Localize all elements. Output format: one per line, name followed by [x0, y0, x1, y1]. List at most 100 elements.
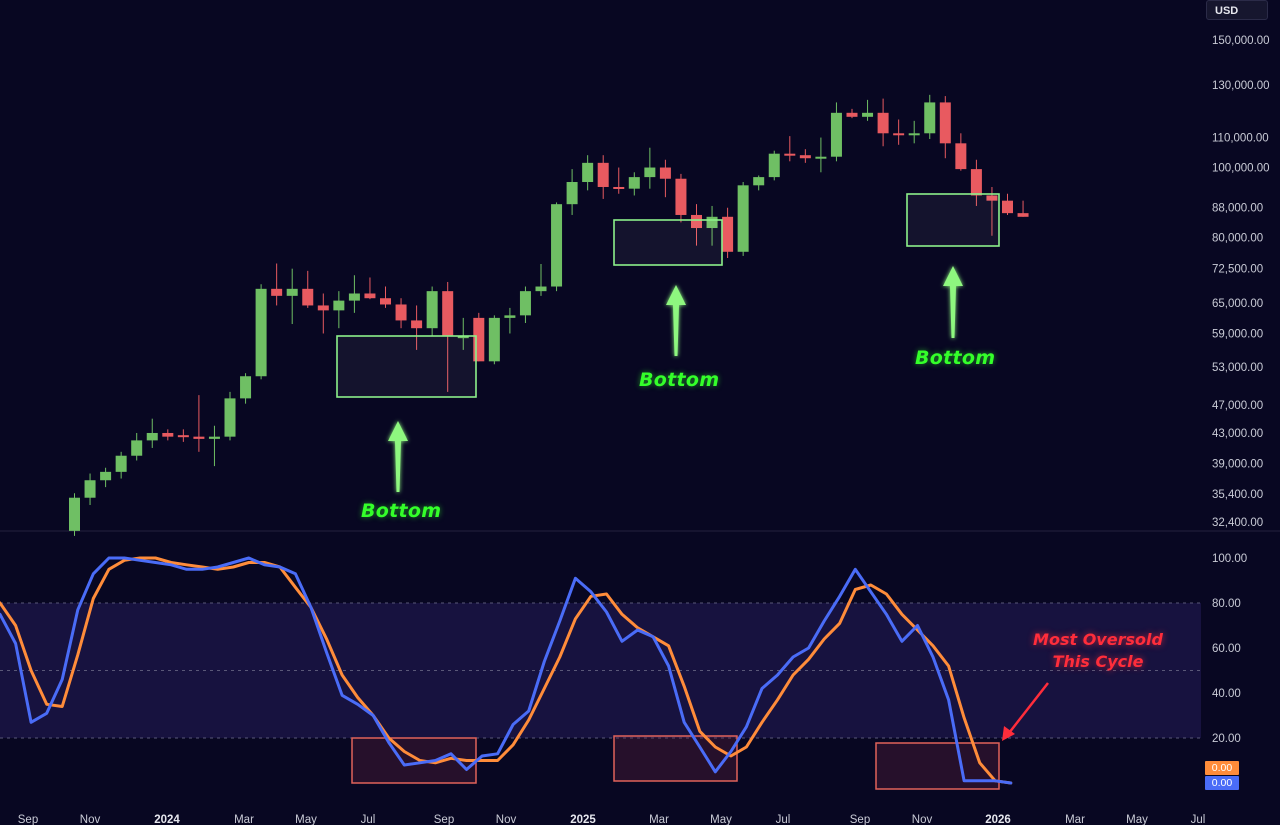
candle-body [504, 315, 516, 318]
candle-body [84, 480, 96, 498]
time-tick-label: Nov [912, 814, 933, 825]
price-tick-label: 130,000.00 [1212, 80, 1270, 92]
candle-body [411, 320, 423, 329]
candle-body [862, 112, 874, 117]
candle-body [737, 185, 749, 252]
candle-body [939, 102, 951, 144]
price-tick-label: 100,000.00 [1212, 163, 1270, 175]
candle-body [986, 195, 998, 201]
candle-body [815, 156, 827, 159]
time-tick-label: 2024 [154, 814, 180, 825]
time-tick-label: 2026 [985, 814, 1011, 825]
price-tick-label: 88,000.00 [1212, 203, 1263, 215]
candle-body [799, 155, 811, 159]
time-tick-label: Jul [776, 814, 791, 825]
price-tick-label: 72,500.00 [1212, 264, 1263, 276]
candle-body [644, 167, 656, 178]
price-tick-label: 59,000.00 [1212, 328, 1263, 340]
candle-body [208, 436, 220, 439]
candle-body [286, 288, 298, 296]
price-tick-label: 150,000.00 [1212, 35, 1270, 47]
price-tick-label: 35,400.00 [1212, 489, 1263, 501]
oversold-box [351, 737, 477, 784]
candle-body [659, 167, 671, 179]
time-tick-label: May [1126, 814, 1148, 825]
candle-body [333, 300, 345, 311]
oversold-annotation: Most Oversold This Cycle [1023, 629, 1173, 673]
arrow-shape [666, 285, 686, 356]
candle-body [753, 177, 765, 186]
time-tick-label: Sep [18, 814, 38, 825]
time-tick-label: 2025 [570, 814, 596, 825]
time-tick-label: May [710, 814, 732, 825]
stoch-tick-label: 20.00 [1212, 733, 1241, 745]
candle-body [846, 112, 858, 117]
stoch-k-value-badge: 0.00 [1211, 777, 1233, 789]
candle-body [535, 286, 547, 292]
candle-body [908, 133, 920, 136]
bottom-label-1: Bottom [361, 500, 442, 522]
oversold-line-2: This Cycle [1052, 652, 1144, 671]
candle-body [395, 304, 407, 321]
red-arrow-shaft [1008, 682, 1049, 734]
candle-body [255, 288, 267, 377]
up-arrow-icon [943, 266, 963, 338]
candle-body [457, 336, 469, 339]
candle-body [691, 214, 702, 229]
candle-body [1002, 200, 1013, 214]
candle-body [193, 436, 205, 439]
bottom-highlight-box [336, 335, 477, 398]
up-arrow-icon [666, 285, 686, 356]
value-badge-bg [1205, 776, 1239, 790]
candlestick-series [69, 94, 1029, 536]
arrow-shape [388, 421, 408, 492]
time-tick-label: Nov [80, 814, 101, 825]
candle-body [69, 497, 80, 531]
candle-body [675, 178, 687, 215]
time-tick-label: May [295, 814, 317, 825]
price-tick-label: 80,000.00 [1212, 233, 1263, 245]
candle-body [271, 288, 283, 296]
price-tick-label: 43,000.00 [1212, 428, 1263, 440]
candle-body [426, 291, 438, 329]
candle-body [628, 177, 640, 189]
time-tick-label: Sep [850, 814, 870, 825]
time-axis: Sep Nov 2024 Mar May Jul Sep Nov 2025 Mar May Jul Se… [18, 814, 1206, 825]
candle-body [240, 376, 252, 399]
currency-badge[interactable]: USD [1206, 0, 1268, 20]
candle-body [115, 455, 127, 472]
candle-body [566, 182, 578, 205]
candle-body [830, 112, 842, 157]
bottom-highlight-box [906, 193, 1000, 247]
oversold-line-1: Most Oversold [1033, 630, 1163, 649]
candle-body [706, 216, 718, 229]
bottom-boxes [336, 193, 1000, 398]
stoch-d-value-badge: 0.00 [1211, 762, 1233, 774]
candle-body [380, 298, 391, 305]
overbought-oversold-band [0, 603, 1201, 738]
candle-body [317, 305, 329, 311]
stoch-tick-label: 40.00 [1212, 688, 1241, 700]
time-tick-label: Sep [434, 814, 454, 825]
candle-body [1017, 213, 1029, 217]
annotation-arrows [388, 266, 1049, 741]
candle-body [924, 102, 936, 134]
up-arrow-icon [388, 421, 408, 492]
candle-body [768, 153, 780, 178]
candle-body [224, 398, 236, 437]
candle-body [613, 186, 625, 189]
candle-body [348, 293, 360, 301]
candle-body [146, 432, 158, 441]
price-tick-label: 65,000.00 [1212, 298, 1263, 310]
candle-body [131, 440, 143, 456]
bottom-label-3: Bottom [915, 347, 996, 369]
candle-body [784, 153, 796, 156]
price-tick-label: 53,000.00 [1212, 362, 1263, 374]
candle-body [364, 293, 376, 299]
candle-body [955, 143, 967, 170]
candle-body [442, 291, 454, 337]
candle-body [970, 169, 982, 196]
stoch-tick-label: 100.00 [1212, 553, 1247, 565]
red-arrow-head [1002, 726, 1015, 741]
